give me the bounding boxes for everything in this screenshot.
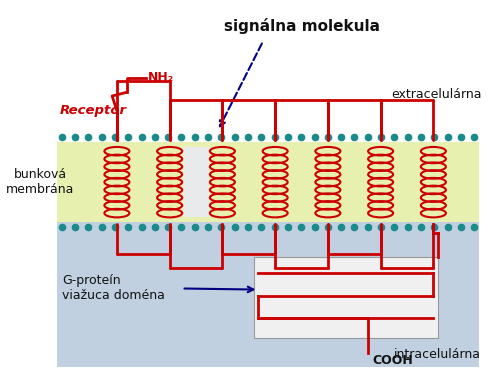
Text: extracelulárna: extracelulárna (391, 88, 481, 101)
Bar (183, 147, 209, 217)
Bar (253, 257, 438, 338)
Text: COOH: COOH (373, 354, 413, 367)
Text: NH₂: NH₂ (148, 71, 174, 84)
Text: G-proteín
viažuca doména: G-proteín viažuca doména (62, 275, 165, 302)
Bar (57, 221, 479, 367)
Text: signálna molekula: signálna molekula (223, 18, 379, 35)
Bar (57, 142, 479, 223)
Text: intracelulárna: intracelulárna (394, 348, 481, 361)
Text: bunková
membrána: bunková membrána (6, 168, 75, 196)
Text: Receptor: Receptor (59, 104, 126, 117)
